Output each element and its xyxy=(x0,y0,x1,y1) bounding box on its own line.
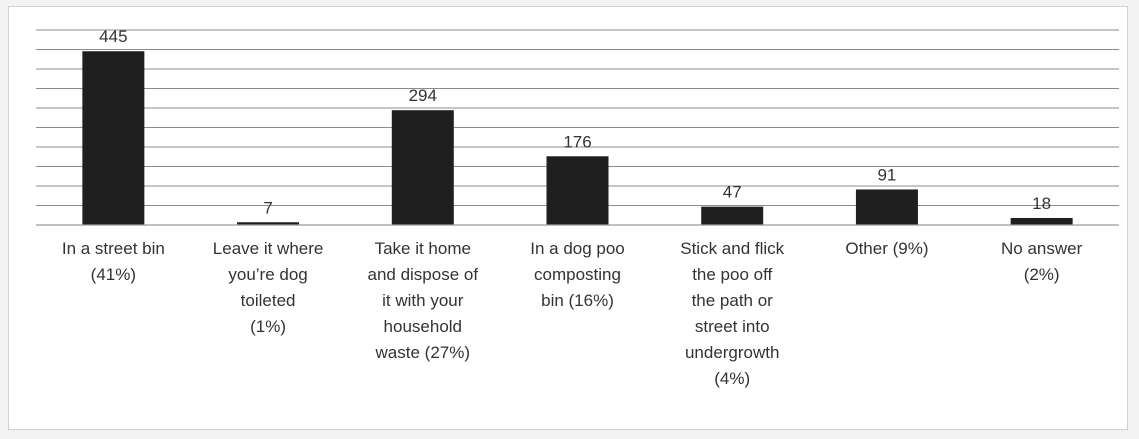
category-label-line: (41%) xyxy=(91,265,136,284)
category-label-5: Stick and flick the poo off the path or str… xyxy=(680,239,784,388)
category-label-line: the poo off xyxy=(692,265,772,284)
category-label-line: (1%) xyxy=(250,317,286,336)
category-label-line: waste (27%) xyxy=(375,343,470,362)
category-label-line: toileted xyxy=(241,291,296,310)
category-label-line: bin (16%) xyxy=(541,291,614,310)
category-label-2: Leave it where you’re dog toileted (1%) xyxy=(213,239,324,336)
data-label-7: 18 xyxy=(1032,194,1051,213)
data-label-4: 176 xyxy=(563,132,591,151)
category-label-line: undergrowth xyxy=(685,343,780,362)
data-label-3: 294 xyxy=(409,86,437,105)
category-label-line: Stick and flick xyxy=(680,239,784,258)
category-label-line: (4%) xyxy=(714,369,750,388)
category-tick-labels: In a street bin (41%) Leave it where you’re… xyxy=(62,239,1083,388)
category-label-3: Take it home and dispose of it with your ho… xyxy=(367,239,478,362)
bar-chart: 445 7 294 176 47 91 18 In a street bin (41%) Lea… xyxy=(36,27,1119,388)
category-label-line: and dispose of xyxy=(367,265,478,284)
category-label-line: composting xyxy=(534,265,621,284)
bar-1 xyxy=(82,51,145,225)
category-label-line: No answer xyxy=(1001,239,1083,258)
bar-2 xyxy=(237,222,300,225)
chart-frame: 445 7 294 176 47 91 18 In a street bin (41%) Lea… xyxy=(8,6,1128,430)
category-label-line: Other (9%) xyxy=(845,239,928,258)
data-label-2: 7 xyxy=(263,198,272,217)
category-label-line: household xyxy=(384,317,462,336)
data-labels: 445 7 294 176 47 91 18 xyxy=(99,27,1051,217)
category-label-6: Other (9%) xyxy=(845,239,928,258)
category-label-line: In a street bin xyxy=(62,239,165,258)
bar-4 xyxy=(546,156,609,225)
category-label-7: No answer (2%) xyxy=(1001,239,1083,284)
bar-3 xyxy=(391,110,454,225)
bars xyxy=(82,51,1073,225)
category-label-line: it with your xyxy=(382,291,464,310)
category-label-line: street into xyxy=(695,317,770,336)
category-label-line: In a dog poo xyxy=(530,239,625,258)
bar-6 xyxy=(855,189,918,225)
category-label-line: Take it home xyxy=(375,239,471,258)
bar-7 xyxy=(1010,217,1073,225)
data-label-5: 47 xyxy=(723,183,742,202)
category-label-line: you’re dog xyxy=(228,265,307,284)
category-label-line: the path or xyxy=(692,291,774,310)
data-label-1: 445 xyxy=(99,27,127,46)
data-label-6: 91 xyxy=(877,165,896,184)
category-label-1: In a street bin (41%) xyxy=(62,239,165,284)
bar-5 xyxy=(701,206,764,225)
category-label-line: (2%) xyxy=(1024,265,1060,284)
category-label-line: Leave it where xyxy=(213,239,324,258)
category-label-4: In a dog poo composting bin (16%) xyxy=(530,239,625,310)
gridlines xyxy=(36,29,1119,206)
